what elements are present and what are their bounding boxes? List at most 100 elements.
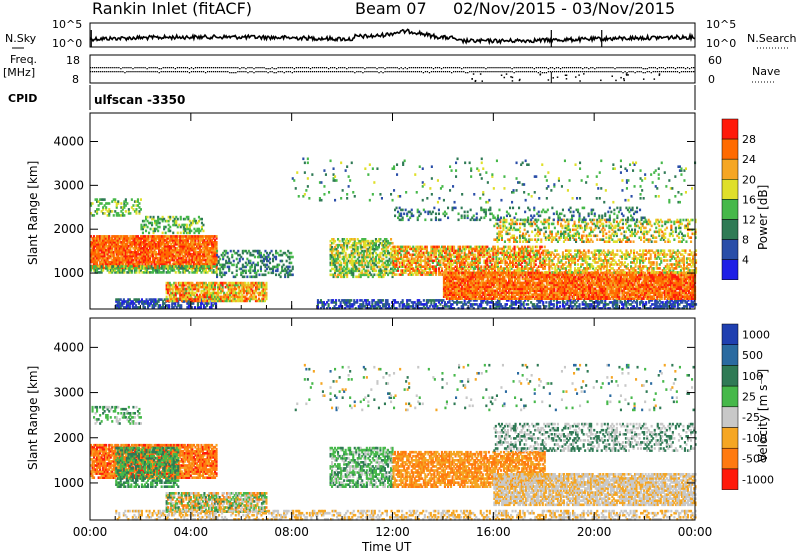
data-cell (157, 225, 160, 229)
data-cell (215, 260, 218, 264)
data-cell (102, 248, 105, 252)
data-cell (251, 285, 254, 289)
nave-point (150, 71, 152, 73)
data-cell (332, 307, 335, 310)
data-cell (327, 303, 330, 306)
data-cell (406, 253, 409, 257)
data-cell (103, 239, 106, 242)
data-cell (115, 206, 118, 209)
data-cell (112, 198, 115, 201)
nave-point (402, 71, 404, 73)
freq-point (574, 67, 576, 69)
nave-point (98, 71, 100, 73)
data-cell (192, 271, 195, 274)
data-cell (106, 237, 109, 240)
data-cell (666, 303, 669, 306)
data-cell (190, 223, 193, 227)
data-cell (436, 257, 439, 261)
data-cell (170, 250, 173, 254)
data-cell (217, 289, 220, 293)
data-cell (636, 305, 639, 308)
data-cell (121, 304, 124, 307)
nave-point (634, 72, 636, 74)
data-cell (133, 254, 136, 258)
nave-point (164, 71, 166, 73)
data-cell (272, 259, 275, 263)
data-cell (129, 248, 132, 252)
data-cell (413, 249, 416, 253)
data-cell (197, 265, 200, 268)
data-cell (129, 245, 132, 248)
data-cell (123, 237, 126, 240)
data-cell (211, 256, 214, 260)
data-cell (125, 302, 128, 305)
data-cell (191, 269, 194, 272)
data-cell (191, 285, 194, 289)
data-cell (642, 303, 645, 306)
data-cell (284, 273, 287, 277)
data-cell (138, 258, 141, 262)
data-cell (121, 302, 124, 305)
data-cell (288, 271, 291, 275)
data-cell (174, 250, 177, 254)
data-cell (150, 235, 153, 238)
data-cell (124, 258, 127, 262)
data-cell (127, 254, 130, 258)
data-cell (362, 238, 365, 241)
nave-drop (600, 79, 602, 82)
data-cell (241, 285, 244, 289)
data-cell (198, 295, 201, 299)
data-cell (430, 251, 433, 255)
nave-drop (479, 73, 482, 75)
data-cell (129, 237, 132, 240)
data-cell (197, 295, 200, 299)
data-cell (208, 241, 211, 244)
data-cell (91, 248, 94, 252)
data-cell (409, 245, 412, 249)
nave-drop (642, 78, 645, 80)
data-cell (407, 305, 410, 308)
freq-point (684, 68, 687, 70)
data-cell (144, 235, 147, 238)
data-cell (201, 265, 204, 268)
data-cell (144, 269, 147, 272)
data-cell (226, 283, 229, 287)
data-cell (164, 266, 167, 270)
data-cell (167, 252, 170, 256)
data-cell (527, 299, 530, 302)
data-cell (144, 258, 147, 262)
data-cell (153, 264, 156, 268)
data-cell (388, 241, 391, 245)
data-cell (359, 239, 362, 243)
data-cell (601, 301, 604, 304)
data-cell (232, 281, 235, 285)
freq-point (404, 67, 406, 69)
data-cell (153, 302, 156, 305)
data-cell (431, 259, 434, 263)
data-cell (121, 214, 124, 217)
data-cell (209, 285, 212, 289)
data-cell (212, 285, 215, 289)
data-cell (204, 295, 207, 299)
data-cell (109, 247, 112, 250)
data-cell (250, 253, 253, 257)
freq-point (251, 67, 253, 69)
data-cell (183, 254, 186, 258)
data-cell (150, 271, 153, 274)
data-cell (174, 304, 177, 307)
data-cell (156, 269, 159, 272)
nave-drop (564, 74, 567, 76)
nave-point (668, 71, 671, 73)
data-cell (156, 271, 159, 274)
data-cell (390, 241, 393, 245)
data-cell (123, 241, 126, 244)
data-cell (269, 257, 272, 261)
data-cell (138, 202, 141, 205)
data-cell (195, 287, 198, 291)
data-cell (147, 243, 150, 246)
data-cell (183, 300, 186, 303)
data-cell (162, 245, 165, 248)
data-cell (229, 261, 232, 265)
data-cell (415, 251, 418, 255)
data-cell (664, 301, 667, 304)
